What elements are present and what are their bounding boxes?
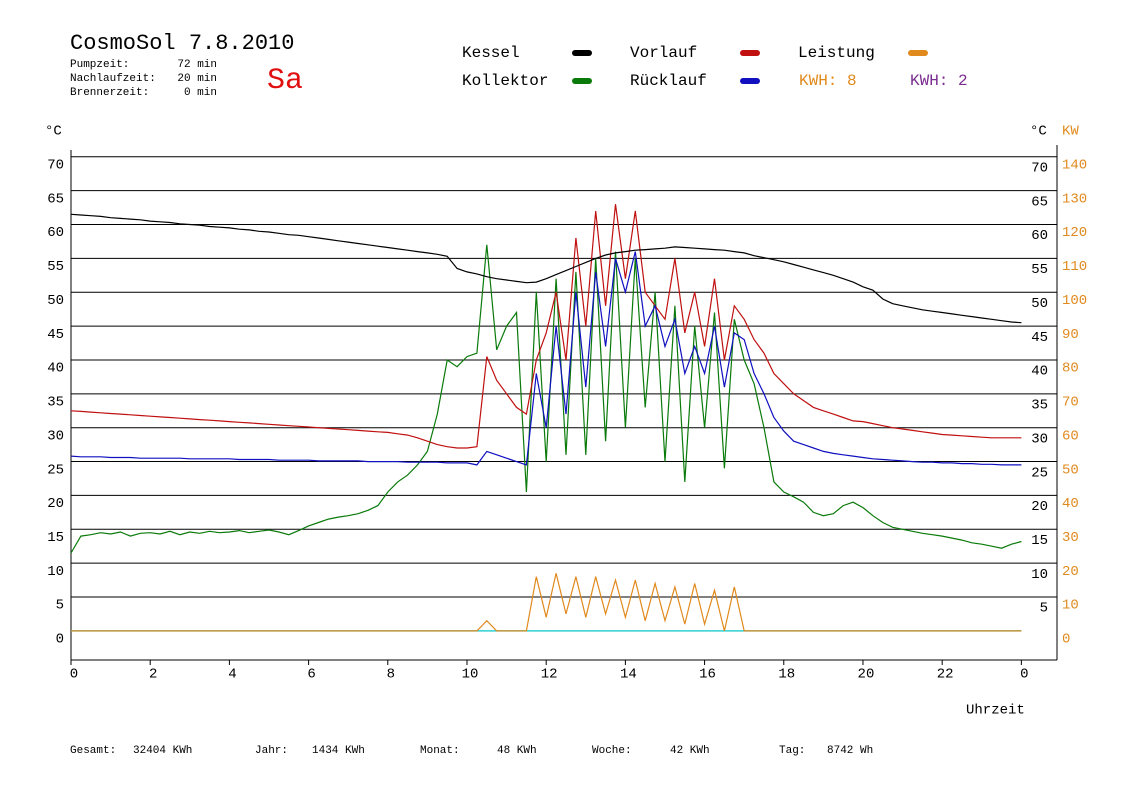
x-label: Uhrzeit — [966, 703, 1025, 719]
y-tick-label-right: 35 — [1031, 398, 1048, 414]
y-tick-label: 10 — [47, 564, 64, 580]
time-label: Brennerzeit: — [70, 87, 149, 99]
kwh-label: KWH: 8 — [799, 72, 857, 90]
x-tick-label: 10 — [462, 667, 479, 683]
y-label-right: °C — [1030, 124, 1047, 140]
y2-tick-label: 50 — [1062, 462, 1079, 478]
x-tick-label: 6 — [307, 667, 315, 683]
time-label: Pumpzeit: — [70, 59, 129, 71]
x-tick-label: 2 — [149, 667, 157, 683]
y2-tick-label: 140 — [1062, 157, 1087, 173]
x-tick-label: 22 — [937, 667, 954, 683]
legend-label: Leistung — [798, 44, 875, 62]
y2-tick-label: 30 — [1062, 530, 1079, 546]
y-tick-label: 60 — [47, 225, 64, 241]
series-line — [70, 251, 1022, 466]
time-label: Nachlaufzeit: — [70, 73, 156, 85]
series-line — [70, 204, 1022, 449]
y-tick-label-right: 10 — [1031, 567, 1048, 583]
x-tick-label: 14 — [620, 667, 637, 683]
y-tick-label-right: 30 — [1031, 431, 1048, 447]
stat-label: Woche: — [592, 745, 632, 757]
stat-value: 32404 KWh — [133, 745, 192, 757]
y2-tick-label: 20 — [1062, 564, 1079, 580]
time-value: 0 min — [184, 87, 217, 99]
x-tick-label: 12 — [541, 667, 558, 683]
x-tick-label: 4 — [228, 667, 236, 683]
y2-tick-label: 70 — [1062, 395, 1079, 411]
legend-label: Kollektor — [462, 72, 548, 90]
y-label: °C — [45, 124, 62, 140]
y-tick-label: 65 — [47, 191, 64, 207]
y2-tick-label: 120 — [1062, 225, 1087, 241]
stat-value: 1434 KWh — [312, 745, 365, 757]
y2-tick-label: 80 — [1062, 361, 1079, 377]
legend-label: Vorlauf — [630, 44, 697, 62]
y-tick-label-right: 25 — [1031, 465, 1048, 481]
y2-tick-label: 0 — [1062, 632, 1070, 648]
y-tick-label-right: 15 — [1031, 533, 1048, 549]
legend-label: Kessel — [462, 44, 520, 62]
y-tick-label: 55 — [47, 259, 64, 275]
y-tick-label-right: 50 — [1031, 296, 1048, 312]
y-tick-label: 40 — [47, 361, 64, 377]
y-tick-label-right: 5 — [1040, 601, 1048, 617]
stat-value: 42 KWh — [670, 745, 710, 757]
stat-label: Gesamt: — [70, 745, 116, 757]
stat-label: Monat: — [420, 745, 460, 757]
x-tick-label: 16 — [699, 667, 716, 683]
y2-tick-label: 100 — [1062, 293, 1087, 309]
y2-tick-label: 110 — [1062, 259, 1087, 275]
day: Sa — [267, 64, 303, 98]
time-value: 20 min — [177, 73, 217, 85]
y-tick-label-right: 65 — [1031, 194, 1048, 210]
x-tick-label: 18 — [778, 667, 795, 683]
series-line — [70, 244, 1022, 554]
y2-label: KW — [1062, 124, 1079, 140]
stat-value: 48 KWh — [497, 745, 537, 757]
y-tick-label: 30 — [47, 428, 64, 444]
y-tick-label: 50 — [47, 293, 64, 309]
y-tick-label-right: 60 — [1031, 228, 1048, 244]
y-tick-label: 35 — [47, 395, 64, 411]
y-tick-label: 20 — [47, 496, 64, 512]
y2-tick-label: 90 — [1062, 327, 1079, 343]
y-tick-label-right: 70 — [1031, 160, 1048, 176]
y2-tick-label: 40 — [1062, 496, 1079, 512]
y-tick-label: 5 — [56, 598, 64, 614]
y-tick-label: 25 — [47, 462, 64, 478]
series-line — [70, 213, 1022, 324]
series-line — [71, 573, 1022, 632]
y2-tick-label: 130 — [1062, 191, 1087, 207]
y-tick-label: 70 — [47, 157, 64, 173]
x-tick-label: 0 — [70, 667, 78, 683]
y-tick-label: 45 — [47, 327, 64, 343]
x-tick-label: 20 — [858, 667, 875, 683]
title: CosmoSol 7.8.2010 — [70, 31, 294, 56]
y-tick-label: 0 — [56, 632, 64, 648]
y-tick-label-right: 55 — [1031, 262, 1048, 278]
x-tick-label: 8 — [387, 667, 395, 683]
time-value: 72 min — [177, 59, 217, 71]
x-tick-label: 0 — [1020, 667, 1028, 683]
stat-label: Jahr: — [255, 745, 288, 757]
kwh-label: KWH: 2 — [910, 72, 968, 90]
y-tick-label: 15 — [47, 530, 64, 546]
y2-tick-label: 60 — [1062, 428, 1079, 444]
y-tick-label-right: 20 — [1031, 499, 1048, 515]
y-tick-label-right: 40 — [1031, 364, 1048, 380]
legend-label: Rücklauf — [630, 72, 707, 90]
y2-tick-label: 10 — [1062, 598, 1079, 614]
y-tick-label-right: 45 — [1031, 330, 1048, 346]
stat-label: Tag: — [779, 745, 805, 757]
stat-value: 8742 Wh — [827, 745, 873, 757]
